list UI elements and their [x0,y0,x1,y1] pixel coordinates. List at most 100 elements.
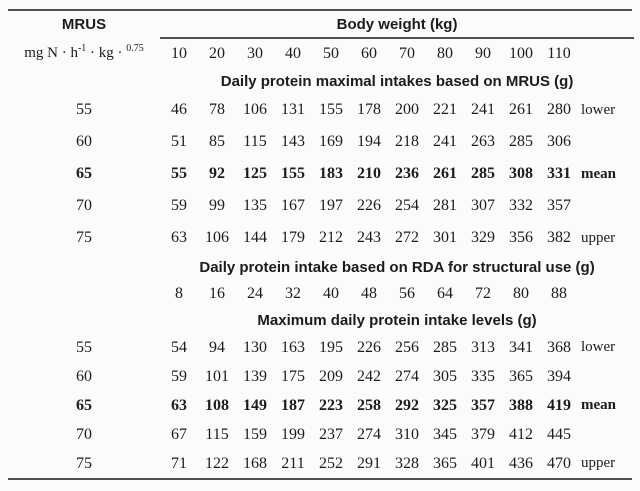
weight-col-header: 80 [437,44,453,62]
intake-value: 8 [175,284,183,302]
intake-value: 382 [547,229,571,246]
intake-value: 101 [205,367,229,385]
intake-value: 194 [357,133,381,150]
table-body: MRUS Body weight (kg) mg N · h-1 · kg · … [8,11,635,478]
weight-col-header: 10 [171,44,187,62]
intake-value: 285 [471,165,495,182]
intake-value: 67 [171,425,187,443]
mrus-value: 65 [76,165,92,182]
data-row: 60 59 101 139 175 209 242 274 305 335 365 394 [8,362,634,391]
header-row: MRUS Body weight (kg) [8,11,635,39]
data-row: 55 46 78 106 131 155 178 200 221 241 261 280 lower [8,94,634,126]
intake-value: 125 [243,165,267,182]
intake-value: 122 [205,454,229,472]
intake-value: 169 [319,133,343,150]
data-row: 65 55 92 125 155 183 210 236 261 285 308 331 mean [8,158,634,190]
intake-value: 258 [357,396,381,414]
bottom-rule [8,478,632,480]
intake-value: 310 [395,425,419,443]
intake-value: 331 [547,165,571,182]
weight-col-header: 20 [209,44,225,62]
intake-value: 40 [323,284,339,302]
intake-value: 357 [471,396,495,414]
intake-value: 55 [171,165,187,182]
intake-value: 88 [551,284,567,302]
intake-value: 419 [547,396,571,414]
intake-value: 197 [319,197,343,214]
intake-value: 365 [509,367,533,385]
intake-value: 115 [205,425,229,443]
row-label [578,420,634,449]
intake-value: 226 [357,338,381,356]
unit-sup-minus1: -1 [77,42,87,54]
intake-value: 163 [281,338,305,356]
intake-value: 64 [437,284,453,302]
mrus-value: 75 [76,229,92,246]
intake-value: 16 [209,284,225,302]
intake-value: 356 [509,229,533,246]
intake-value: 263 [471,133,495,150]
intake-value: 341 [509,338,533,356]
weight-col-header: 50 [323,44,339,62]
row-label [578,362,634,391]
intake-value: 223 [319,396,343,414]
unit-sup-075: 0.75 [126,42,144,54]
intake-value: 46 [171,101,187,118]
weight-col-header: 60 [361,44,377,62]
row-label: upper [581,229,616,246]
section-title-row: Daily protein maximal intakes based on M… [8,68,634,94]
intake-value: 335 [471,367,495,385]
intake-value: 135 [243,197,267,214]
intake-value: 272 [395,229,419,246]
intake-value: 306 [547,133,571,150]
section-title: Maximum daily protein intake levels (g) [257,311,537,329]
weight-col-header: 40 [285,44,301,62]
intake-value: 209 [319,367,343,385]
row-label [578,126,634,158]
intake-value: 281 [433,197,457,214]
mrus-value: 60 [76,133,92,150]
intake-value: 195 [319,338,343,356]
intake-value: 115 [243,133,267,150]
intake-value: 313 [471,338,495,356]
units-row: mg N · h-1 · kg · 0.75 10 20 30 40 50 60 70 80 9… [8,38,634,68]
intake-value: 200 [395,101,419,118]
intake-value: 80 [513,284,529,302]
intake-value: 221 [433,101,457,118]
mrus-value: 70 [76,197,92,214]
intake-value: 108 [205,396,229,414]
unit-prefix: mg N · h [24,44,78,61]
top-rule [8,9,632,11]
intake-value: 274 [395,367,419,385]
intake-value: 261 [433,165,457,182]
intake-value: 261 [509,101,533,118]
row-label: lower [581,339,616,355]
intake-value: 139 [243,367,267,385]
intake-value: 155 [281,165,305,182]
intake-value: 325 [433,396,457,414]
intake-value: 59 [171,367,187,385]
row-label: upper [581,455,616,471]
protein-intake-table: MRUS Body weight (kg) mg N · h-1 · kg · … [8,11,635,478]
intake-value: 210 [357,165,381,182]
intake-value: 143 [281,133,305,150]
section-title-row: Maximum daily protein intake levels (g) [8,307,634,333]
spacer-cell [8,254,160,280]
intake-value: 307 [471,197,495,214]
intake-value: 144 [243,229,267,246]
intake-value: 199 [281,425,305,443]
intake-value: 436 [509,454,533,472]
intake-value: 85 [209,133,225,150]
intake-value: 394 [547,367,571,385]
spacer-cell [8,68,160,94]
intake-value: 243 [357,229,381,246]
intake-value: 24 [247,284,263,302]
intake-value: 54 [171,338,187,356]
intake-value: 291 [357,454,381,472]
mrus-value: 65 [76,396,92,414]
intake-value: 379 [471,425,495,443]
weight-col-header: 90 [475,44,491,62]
weight-col-header: 110 [547,44,571,62]
intake-value: 159 [243,425,267,443]
